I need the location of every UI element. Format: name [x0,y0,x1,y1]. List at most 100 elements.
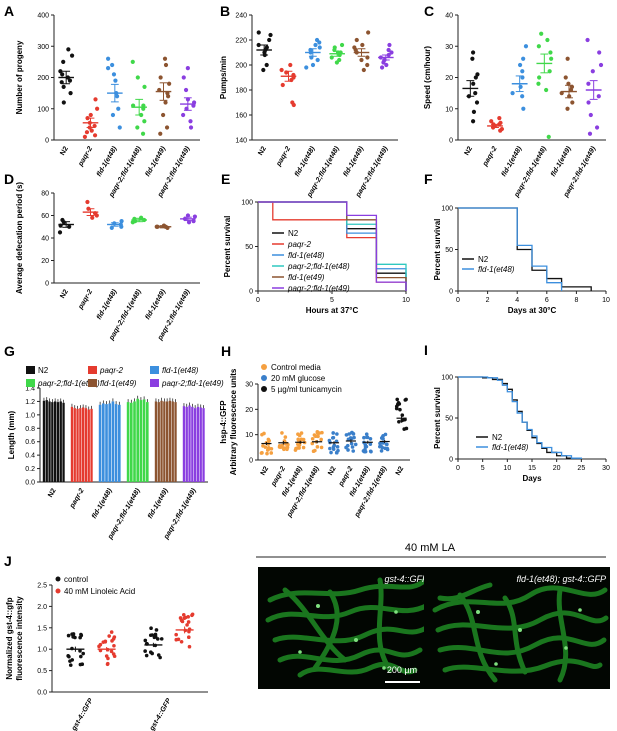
data-point [188,119,193,124]
bar [157,402,160,482]
x-category-label: N2 [47,487,58,498]
data-point [565,106,570,111]
data-point [315,445,320,449]
legend-swatch [88,379,97,387]
data-point [93,97,98,102]
legend-swatch [261,375,267,381]
data-point [365,435,370,440]
data-point [85,199,90,205]
x-category-label: N2 [260,465,271,476]
x-category-label: paqr-2;fld-1(et48) [107,487,142,541]
data-point [144,653,149,658]
data-point [186,615,190,619]
legend-label: fld-1(et48) [492,443,529,452]
panel-label: C [424,3,434,19]
legend-label: 40 mM Linoleic Acid [64,587,135,596]
data-point [117,125,122,130]
panel-label: D [4,171,14,187]
data-point [384,442,389,446]
y-tick-label: 0 [449,289,453,296]
data-point [351,449,356,453]
data-point [327,438,332,443]
data-point [67,78,73,83]
legend-label: fld-1(et48) [478,265,515,274]
data-point [404,397,408,402]
data-point [293,448,298,452]
x-tick-label: 10 [402,297,410,304]
bar [54,401,57,482]
data-point [398,407,402,412]
bar [142,399,146,482]
y-tick-label: 20 [445,75,453,82]
data-point [310,436,315,441]
data-point [161,112,166,118]
x-category-label: N2 [327,465,338,476]
y-tick-label: 2.0 [37,604,47,611]
bar [199,407,202,482]
data-point [164,125,170,130]
worms-k [265,577,431,678]
bar [130,402,133,482]
survival-line [458,207,563,291]
data-point [119,219,124,224]
data-point [112,654,117,659]
data-point [346,448,350,452]
data-point [536,81,541,86]
data-point [286,442,290,447]
data-point [186,635,191,639]
x-category-label: fld-1(et49) [144,288,167,321]
data-point [473,91,478,96]
survival-line [458,207,592,291]
bar [126,402,130,482]
data-point [498,128,503,133]
y-tick-label: 1.0 [25,412,35,419]
y-axis-label: Pumps/min [219,56,228,99]
x-tick-label: 20 [553,465,561,472]
y-tick-label: 50 [445,247,453,254]
data-point [475,72,480,77]
data-point [315,57,320,63]
data-point [181,75,186,80]
legend-label: paqr-2;fld-1(et48) [287,262,350,271]
data-point [152,635,157,640]
bar [202,408,205,482]
data-point [565,56,570,61]
data-point [109,649,114,654]
bar [160,400,163,482]
data-point [269,446,274,451]
data-point [68,663,73,667]
panel-i: 0 50 100 Percent survival I 0 5 10 15 20 25 30 Days N… [424,342,610,483]
y-axis-label-2: fluorescence intensity [15,596,24,681]
data-point [262,431,266,436]
bar [90,408,93,482]
micro-panel-k: K 200 µm gst-4::GFP [258,567,432,689]
legend-swatch [55,576,61,582]
y-tick-label: 220 [235,38,247,45]
legend-label: N2 [492,433,503,442]
data-point [105,661,110,666]
x-tick-label: 30 [602,465,610,472]
legend-swatch [261,364,267,370]
data-point [261,67,266,73]
data-point [112,643,116,648]
panel-label: I [424,342,428,358]
x-tick-label: 6 [545,297,549,304]
x-tick-label: 5 [481,465,485,472]
data-point [291,102,296,108]
data-point [473,75,478,80]
legend-label: fld-1(et48) [288,251,325,260]
data-point [329,55,334,60]
data-point [185,623,189,627]
data-point [329,450,333,455]
y-tick-label: 1.5 [37,625,47,632]
panel-label: F [424,171,433,187]
data-point [66,47,71,52]
data-point [295,446,300,450]
bar [133,401,136,482]
y-tick-label: 20 [245,407,253,414]
data-point [520,69,525,74]
data-point [263,445,268,449]
data-point [178,616,183,620]
y-tick-label: 160 [235,113,247,120]
